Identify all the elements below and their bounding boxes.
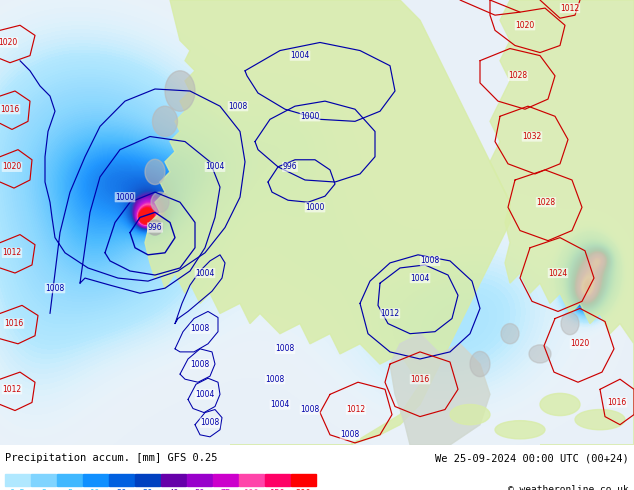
Text: 1024: 1024 [548,269,567,277]
Polygon shape [145,0,510,445]
Text: 1008: 1008 [46,284,65,293]
Text: 1016: 1016 [4,319,23,328]
Text: 1008: 1008 [190,360,210,368]
Text: 1020: 1020 [571,339,590,348]
Polygon shape [490,0,634,445]
Text: 1020: 1020 [3,162,22,171]
Text: 150: 150 [269,489,285,490]
Ellipse shape [501,323,519,344]
Text: We 25-09-2024 00:00 UTC (00+24): We 25-09-2024 00:00 UTC (00+24) [435,453,629,463]
Text: Precipitation accum. [mm] GFS 0.25: Precipitation accum. [mm] GFS 0.25 [5,453,217,463]
Bar [57,474,82,487]
Text: 1000: 1000 [306,203,325,212]
Ellipse shape [470,351,490,377]
Text: 1008: 1008 [228,101,248,111]
Text: 40: 40 [168,489,179,490]
Text: 1004: 1004 [195,269,215,277]
Bar [135,474,160,487]
Text: 1004: 1004 [290,51,309,60]
Text: 1012: 1012 [3,248,22,257]
Text: 1020: 1020 [515,21,534,30]
Text: 1020: 1020 [0,38,18,47]
Text: 1032: 1032 [522,132,541,141]
Text: 1016: 1016 [607,398,626,407]
Ellipse shape [165,71,195,111]
Bar [213,474,238,487]
Ellipse shape [561,313,579,335]
Text: 10: 10 [90,489,101,490]
Bar [291,474,316,487]
Bar [83,474,108,487]
Text: 1008: 1008 [420,256,439,266]
Text: 1008: 1008 [200,418,219,427]
Text: 1008: 1008 [266,375,285,384]
Text: 1016: 1016 [1,105,20,114]
Text: 5: 5 [67,489,72,490]
Bar [109,474,134,487]
Text: 20: 20 [116,489,127,490]
Ellipse shape [575,410,625,430]
Text: 1012: 1012 [3,385,22,394]
Bar [239,474,264,487]
Ellipse shape [495,420,545,439]
Text: 996: 996 [283,162,297,171]
Text: 1012: 1012 [346,405,366,414]
Text: 1012: 1012 [380,309,399,318]
Text: 1028: 1028 [508,72,527,80]
Ellipse shape [450,404,490,425]
Text: 30: 30 [142,489,153,490]
Text: © weatheronline.co.uk: © weatheronline.co.uk [508,485,629,490]
Bar [161,474,186,487]
Text: 1004: 1004 [410,273,430,283]
Bar [5,474,30,487]
Ellipse shape [151,192,169,212]
Ellipse shape [529,345,551,363]
Text: 996: 996 [148,223,162,232]
Text: 75: 75 [220,489,231,490]
Ellipse shape [540,393,580,416]
Ellipse shape [153,106,178,137]
Text: 1012: 1012 [560,3,579,13]
Text: 1004: 1004 [195,390,215,399]
Text: 0.5: 0.5 [10,489,25,490]
Text: 1004: 1004 [205,162,224,171]
Text: 1000: 1000 [301,112,320,121]
Text: 1008: 1008 [340,430,359,440]
Ellipse shape [148,220,162,235]
Polygon shape [390,334,490,445]
Bar [187,474,212,487]
Text: 1016: 1016 [410,375,430,384]
Text: 1008: 1008 [275,344,295,353]
Text: 1028: 1028 [536,198,555,207]
Text: 100: 100 [243,489,259,490]
Text: 200: 200 [295,489,311,490]
Text: 1008: 1008 [190,324,210,333]
Bar [31,474,56,487]
Text: 2: 2 [41,489,46,490]
Text: 1004: 1004 [270,400,290,409]
Text: 1008: 1008 [301,405,320,414]
Text: 1000: 1000 [115,193,134,202]
Text: 50: 50 [194,489,205,490]
Ellipse shape [145,159,165,185]
Bar [265,474,290,487]
